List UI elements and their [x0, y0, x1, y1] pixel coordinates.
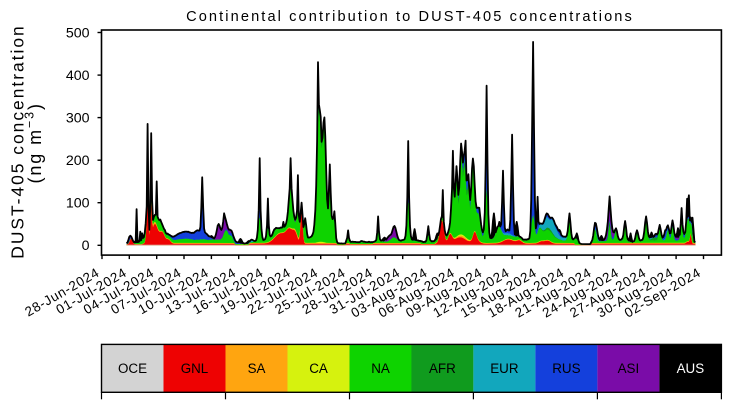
svg-text:AUS: AUS: [677, 361, 705, 376]
svg-text:ASI: ASI: [618, 361, 640, 376]
svg-text:400: 400: [66, 68, 90, 84]
svg-text:OCE: OCE: [118, 361, 147, 376]
svg-text:300: 300: [66, 110, 90, 126]
svg-text:DUST-405 concentration: DUST-405 concentration: [8, 24, 28, 258]
svg-text:Continental contribution to DU: Continental contribution to DUST-405 con…: [186, 9, 634, 25]
svg-text:GNL: GNL: [181, 361, 209, 376]
svg-text:EUR: EUR: [490, 361, 519, 376]
svg-text:NA: NA: [371, 361, 390, 376]
svg-text:0: 0: [82, 238, 90, 254]
svg-text:200: 200: [66, 153, 90, 169]
svg-text:500: 500: [66, 25, 90, 41]
svg-text:CA: CA: [309, 361, 328, 376]
svg-text:AFR: AFR: [429, 361, 456, 376]
svg-text:SA: SA: [248, 361, 266, 376]
svg-text:100: 100: [66, 196, 90, 212]
svg-text:RUS: RUS: [552, 361, 580, 376]
